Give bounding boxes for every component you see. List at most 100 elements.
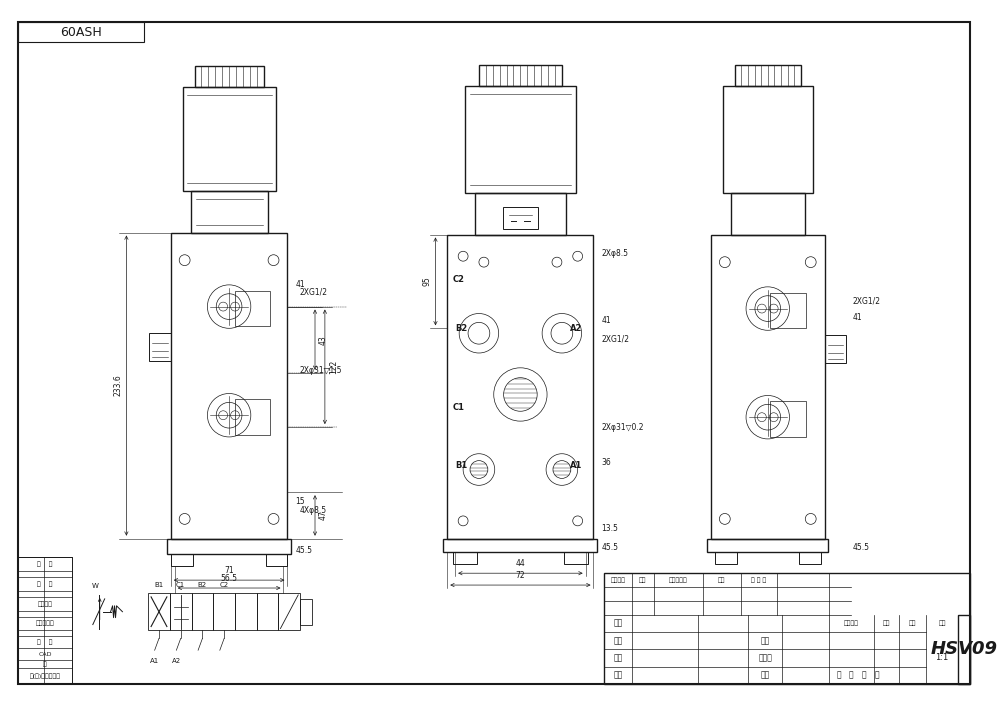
Text: A1: A1 <box>570 460 582 469</box>
Bar <box>715 553 737 564</box>
Bar <box>443 539 597 553</box>
Text: 标记处数: 标记处数 <box>611 578 626 583</box>
Text: HSV09: HSV09 <box>930 640 997 658</box>
Text: 张: 张 <box>875 671 879 680</box>
Text: CAD: CAD <box>38 652 52 657</box>
Text: 签    字: 签 字 <box>37 581 53 587</box>
Bar <box>170 593 192 630</box>
Text: A2: A2 <box>172 658 181 664</box>
Text: 数量: 数量 <box>883 621 890 626</box>
Text: 45.5: 45.5 <box>295 546 312 555</box>
Text: 122: 122 <box>329 359 338 374</box>
Text: 45.5: 45.5 <box>852 544 869 553</box>
Text: 41: 41 <box>601 316 611 325</box>
Text: 集准: 集准 <box>761 636 770 645</box>
Text: 15: 15 <box>295 496 305 505</box>
Bar <box>475 193 566 234</box>
Text: 更改文件号: 更改文件号 <box>669 578 688 583</box>
Text: C1: C1 <box>176 582 185 588</box>
Bar <box>148 593 170 630</box>
Bar <box>167 539 291 554</box>
Text: 95: 95 <box>423 277 432 286</box>
Text: 制图: 制图 <box>614 653 623 662</box>
Bar <box>564 553 588 564</box>
Bar <box>266 554 287 566</box>
Text: 60ASH: 60ASH <box>60 25 102 39</box>
Bar <box>731 193 805 234</box>
Text: 2Xφ8.5: 2Xφ8.5 <box>601 249 628 258</box>
Bar <box>149 333 171 361</box>
Text: C2: C2 <box>452 275 464 284</box>
Text: 阶段标记: 阶段标记 <box>844 621 859 626</box>
Bar <box>195 66 264 88</box>
Text: 描    校: 描 校 <box>37 640 53 645</box>
Bar <box>735 65 801 86</box>
Text: 43: 43 <box>319 335 328 345</box>
Text: 2XG1/2: 2XG1/2 <box>299 287 327 297</box>
Text: 45.5: 45.5 <box>601 544 618 553</box>
Bar <box>192 593 213 630</box>
Bar <box>825 335 846 363</box>
Text: 校对: 校对 <box>614 636 623 645</box>
Text: 2XG1/2: 2XG1/2 <box>852 297 880 306</box>
Bar <box>958 615 970 684</box>
Text: 71: 71 <box>224 566 234 575</box>
Text: 张: 张 <box>849 671 854 680</box>
Text: 签名: 签名 <box>718 578 726 583</box>
Text: B2: B2 <box>198 582 207 588</box>
Bar <box>171 232 287 539</box>
Text: W: W <box>91 583 98 589</box>
Bar <box>479 65 562 86</box>
Bar <box>18 22 144 42</box>
Text: 第: 第 <box>862 671 866 680</box>
Bar <box>770 402 806 437</box>
Text: 41: 41 <box>295 280 305 289</box>
Text: 47: 47 <box>319 510 328 520</box>
Bar <box>503 207 538 229</box>
Bar <box>723 86 813 193</box>
Text: A1: A1 <box>150 658 159 664</box>
Text: 标准化: 标准化 <box>758 653 772 662</box>
Bar <box>453 553 477 564</box>
Bar <box>171 554 193 566</box>
Text: 共: 共 <box>837 671 842 680</box>
Text: 分区: 分区 <box>639 578 647 583</box>
Text: C1: C1 <box>452 403 464 412</box>
Text: 工艺: 工艺 <box>761 671 770 680</box>
Bar <box>235 291 270 326</box>
Bar <box>278 593 300 630</box>
Bar <box>300 599 312 625</box>
Text: 年 月 日: 年 月 日 <box>751 578 767 583</box>
Text: 72: 72 <box>516 571 525 580</box>
Bar <box>183 88 276 191</box>
Text: 36: 36 <box>601 457 611 467</box>
Text: 2Xφ31▽0.2: 2Xφ31▽0.2 <box>601 423 644 432</box>
Text: 56.5: 56.5 <box>221 574 238 583</box>
Text: 日    期: 日 期 <box>37 561 53 567</box>
Text: 13.5: 13.5 <box>601 524 618 533</box>
Text: 2Xφ31▽1.5: 2Xφ31▽1.5 <box>299 366 342 376</box>
Bar <box>799 553 821 564</box>
Text: 描: 描 <box>43 662 47 667</box>
Text: 底图总号: 底图总号 <box>37 601 52 606</box>
Text: 41: 41 <box>852 313 862 323</box>
Bar <box>191 191 268 232</box>
Text: 旧底图总号: 旧底图总号 <box>36 621 54 626</box>
Text: 图(图)用材料牌号: 图(图)用材料牌号 <box>29 673 60 678</box>
Bar <box>18 558 72 684</box>
Text: 1:1: 1:1 <box>935 653 949 662</box>
Text: A2: A2 <box>570 324 582 333</box>
Text: B1: B1 <box>455 460 467 469</box>
Bar <box>465 86 576 193</box>
Text: B2: B2 <box>455 324 467 333</box>
Text: 比例: 比例 <box>938 621 946 626</box>
Text: 233.6: 233.6 <box>113 375 122 397</box>
Text: C2: C2 <box>220 582 229 588</box>
Bar <box>213 593 235 630</box>
Text: 重量: 重量 <box>909 621 916 626</box>
Text: 审核: 审核 <box>614 619 623 628</box>
Text: B1: B1 <box>154 582 164 588</box>
Text: 2XG1/2: 2XG1/2 <box>601 334 629 343</box>
Bar <box>257 593 278 630</box>
Bar <box>447 234 593 539</box>
